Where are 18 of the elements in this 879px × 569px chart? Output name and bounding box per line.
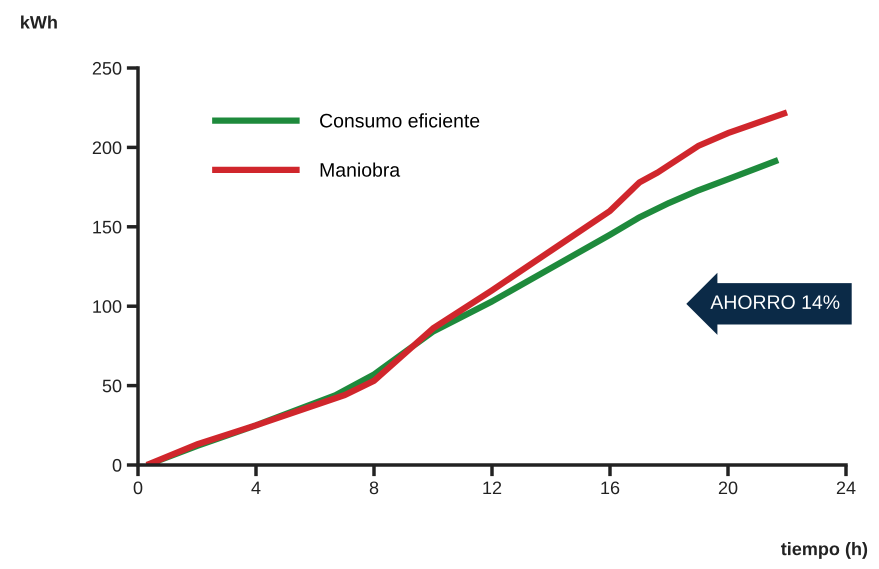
y-tick-label: 150 (93, 220, 122, 234)
y-tick-label: 50 (102, 380, 122, 392)
x-tick-label: 4 (251, 482, 260, 494)
y-tick-label: 100 (93, 300, 122, 313)
x-tick-label: 16 (601, 481, 620, 494)
x-axis-title: tiempo (h) (780, 542, 868, 559)
y-tick-label: 250 (92, 62, 122, 75)
x-tick-label: 24 (836, 481, 856, 494)
x-tick-label: 0 (134, 481, 142, 494)
legend-label: Maniobra (320, 162, 400, 177)
x-tick-label: 8 (370, 481, 378, 494)
x-tick-label: 20 (718, 481, 738, 494)
x-tick-label: 12 (483, 481, 502, 494)
y-tick-label: 0 (112, 458, 122, 472)
y-tick-label: 200 (92, 141, 122, 154)
y-axis-title: kWh (21, 15, 57, 29)
annotation: AHORRO 14% (710, 295, 840, 310)
legend-label: Consumo eficiente (320, 113, 480, 128)
